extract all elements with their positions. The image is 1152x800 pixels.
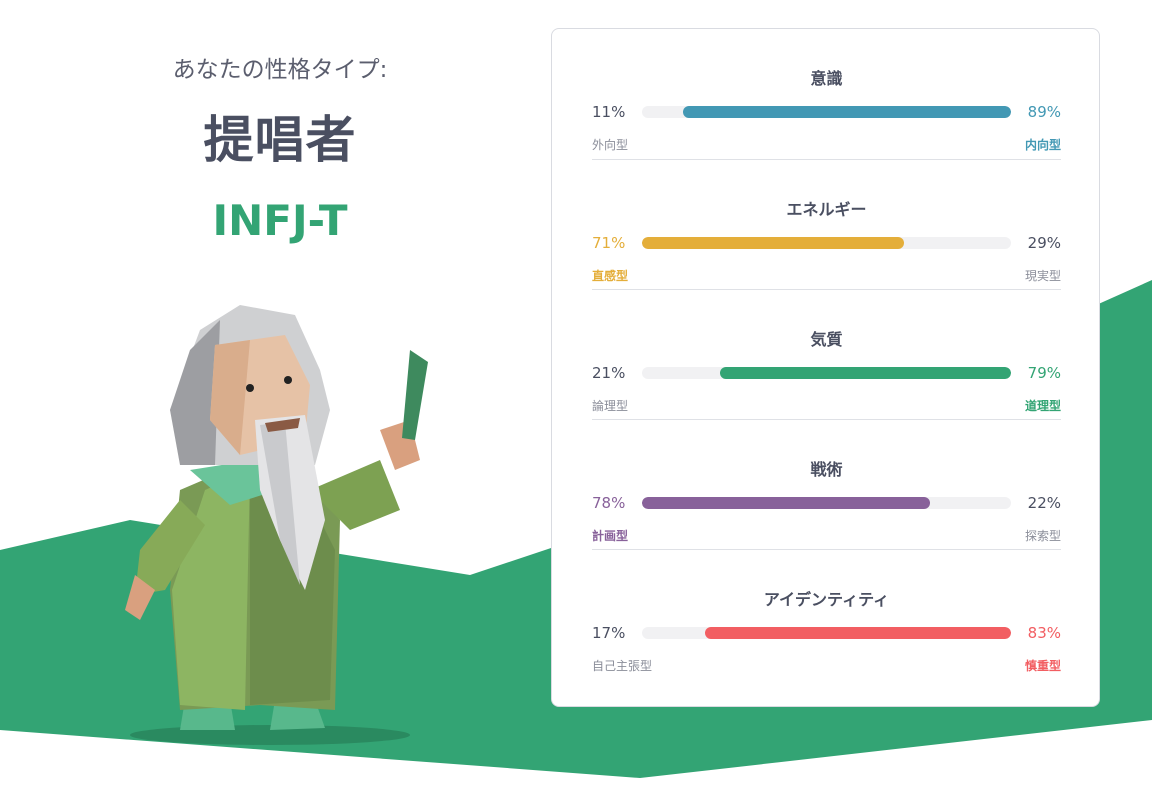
trait-row: アイデンティティ 17% 83% 自己主張型 慎重型 — [592, 549, 1061, 680]
trait-right-percent: 22% — [1027, 494, 1061, 512]
trait-bar — [642, 627, 1011, 639]
trait-left-percent: 21% — [592, 364, 626, 382]
trait-bar — [642, 367, 1011, 379]
trait-left-label: 直感型 — [592, 269, 629, 283]
trait-bar — [642, 237, 1011, 249]
trait-right-label: 探索型 — [1024, 529, 1061, 543]
trait-right-label: 現実型 — [1024, 269, 1061, 283]
trait-right-percent: 89% — [1027, 103, 1061, 121]
trait-row: エネルギー 71% 29% 直感型 現実型 — [592, 159, 1061, 290]
trait-left-label: 計画型 — [592, 529, 629, 543]
trait-row: 気質 21% 79% 論理型 道理型 — [592, 289, 1061, 420]
trait-left-label: 論理型 — [592, 399, 629, 413]
trait-bar-fill — [719, 367, 1011, 379]
trait-right-percent: 83% — [1027, 624, 1061, 642]
intro-text: あなたの性格タイプ: — [172, 57, 388, 83]
trait-right-percent: 29% — [1027, 234, 1061, 252]
trait-row: 戦術 78% 22% 計画型 探索型 — [592, 419, 1061, 550]
trait-bar — [642, 497, 1011, 509]
trait-left-label: 外向型 — [592, 138, 629, 152]
trait-results-card: 意識 11% 89% 外向型 内向型エネルギー 71% 29% 直感型 現実型気質 21% 79% 論… — [551, 28, 1100, 707]
advocate-character-illustration — [125, 305, 428, 745]
result-header: あなたの性格タイプ: 提唱者 INFJ-T — [60, 0, 500, 245]
trait-left-percent: 78% — [592, 494, 626, 512]
trait-right-label: 道理型 — [1024, 399, 1061, 413]
trait-bar — [642, 106, 1011, 118]
trait-right-label: 内向型 — [1024, 138, 1061, 152]
trait-title: 気質 — [810, 330, 843, 349]
trait-left-label: 自己主張型 — [592, 659, 653, 673]
trait-row: 意識 11% 89% 外向型 内向型 — [592, 29, 1061, 159]
trait-bar-fill — [642, 237, 904, 249]
trait-bar-fill — [682, 106, 1011, 118]
trait-bar-fill — [642, 497, 930, 509]
trait-title: アイデンティティ — [763, 590, 890, 609]
trait-right-label: 慎重型 — [1024, 659, 1061, 673]
trait-title: 戦術 — [810, 460, 843, 479]
trait-right-percent: 79% — [1027, 364, 1061, 382]
trait-left-percent: 71% — [592, 234, 626, 252]
trait-title: エネルギー — [786, 200, 867, 219]
personality-type-code: INFJ-T — [212, 196, 348, 245]
trait-title: 意識 — [810, 69, 843, 88]
personality-type-name: 提唱者 — [203, 111, 357, 169]
trait-bar-fill — [704, 627, 1011, 639]
trait-left-percent: 17% — [592, 624, 626, 642]
trait-left-percent: 11% — [592, 103, 626, 121]
